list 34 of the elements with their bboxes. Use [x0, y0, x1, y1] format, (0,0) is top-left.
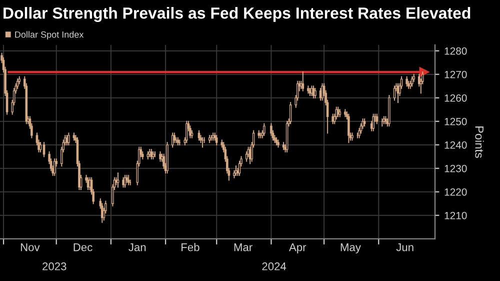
x-tick-label: Mar	[234, 243, 252, 252]
x-tick-label: Nov	[20, 243, 40, 252]
candlestick	[321, 83, 324, 101]
candlestick	[310, 86, 313, 96]
x-tick-label: Dec	[74, 243, 92, 252]
candlestick	[68, 132, 70, 146]
candlestick	[372, 114, 375, 132]
y-tick-label: 1230	[444, 164, 467, 172]
candlestick	[215, 134, 218, 146]
y-tick-label: 1210	[444, 212, 467, 220]
candlestick	[376, 114, 378, 124]
candlestick	[406, 76, 408, 87]
text: 2024	[262, 262, 286, 270]
y-tick-label: 1240	[444, 141, 467, 149]
y-tick-label: 1250	[444, 118, 467, 126]
y-tick-label: 1270	[444, 70, 467, 78]
y-tick-label: 1260	[444, 94, 467, 102]
candlestick	[263, 123, 266, 136]
candlestick	[198, 130, 200, 141]
chart-title: Dollar Strength Prevails as Fed Keeps Interest Rates Elevated	[4, 7, 470, 22]
candlestick	[186, 120, 188, 143]
y-tick-label: 1280	[444, 47, 467, 55]
candlestick	[122, 177, 124, 188]
x-tick-label: Jun	[396, 243, 414, 252]
legend-label: Dollar Spot Index	[15, 31, 84, 40]
y-tick-label: 1220	[444, 188, 467, 196]
x-tick-label: Apr	[289, 243, 306, 254]
candlestick	[39, 142, 42, 152]
y-axis-title: Points	[475, 126, 484, 158]
text: 2023	[42, 262, 66, 270]
x-tick-label: Feb	[182, 243, 200, 252]
candlestick	[314, 88, 316, 98]
x-tick-label: May	[340, 243, 361, 254]
x-tick-label: Jan	[128, 243, 146, 252]
